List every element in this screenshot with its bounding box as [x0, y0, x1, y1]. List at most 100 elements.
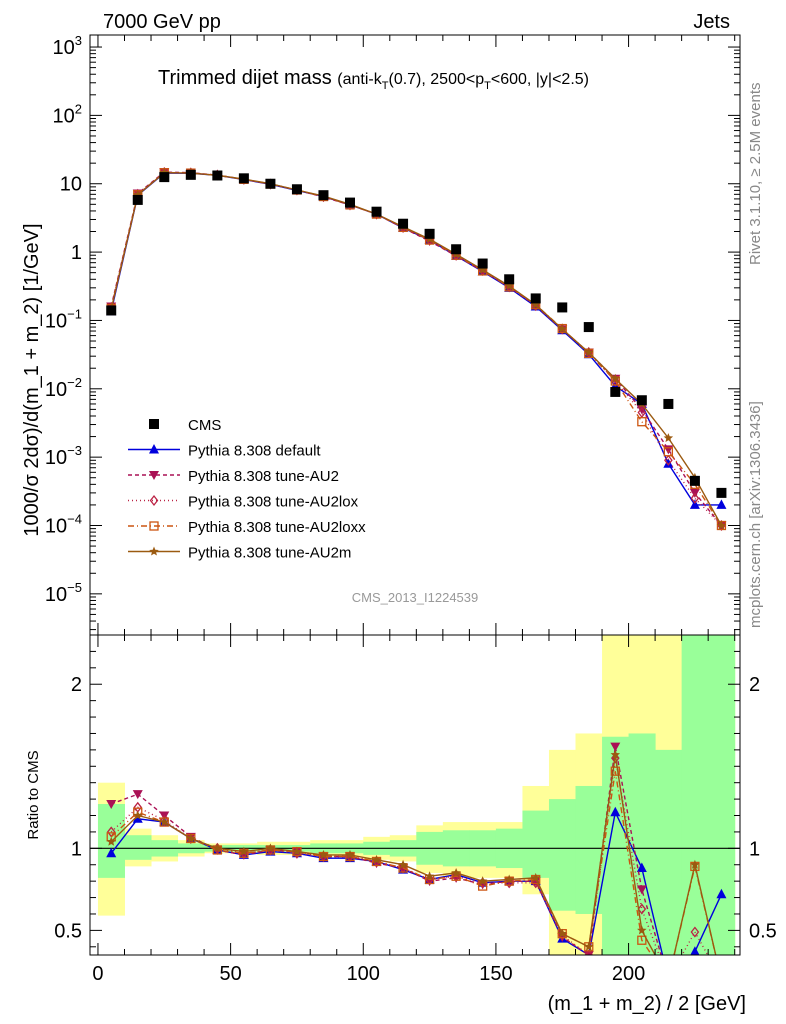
data-point	[424, 228, 435, 239]
ratio-point	[133, 810, 143, 820]
ratio-line	[110, 754, 717, 955]
legend: CMS Pythia 8.308 default Pythia 8.308 tune…	[128, 417, 366, 562]
ratio-y-tick-label: 2	[71, 674, 82, 696]
ratio-point	[106, 836, 116, 846]
data-point	[716, 520, 727, 530]
data-point	[106, 305, 117, 316]
legend-marker	[149, 494, 159, 507]
main-panel: 10−5 10−4 10−3 10−2 10−1 1 10 102 103 CMS Pythia …	[45, 33, 741, 636]
data-point	[557, 302, 568, 313]
header-right: Jets	[693, 11, 730, 33]
data-point	[716, 499, 727, 509]
data-point	[716, 487, 727, 498]
data-point	[637, 406, 647, 419]
chart-title: Trimmed dijet mass (anti-kT(0.7), 2500<p…	[158, 67, 589, 92]
ratio-point	[637, 935, 647, 945]
mcplots-label: mcplots.cern.ch [arXiv:1306.3436]	[747, 401, 764, 628]
y-tick-label: 10−5	[45, 580, 82, 606]
data-point	[664, 454, 673, 466]
ratio-point	[610, 749, 621, 759]
y-tick-label: 103	[53, 33, 82, 59]
ratio-point	[239, 846, 249, 856]
band-bin	[602, 736, 630, 955]
legend-item: Pythia 8.308 tune-AU2lox	[128, 494, 359, 511]
data-point	[318, 190, 329, 201]
legend-label: Pythia 8.308 tune-AU2lox	[188, 494, 359, 511]
data-point	[663, 398, 674, 409]
data-point	[504, 274, 515, 285]
series-cms	[106, 169, 727, 498]
data-point	[185, 169, 196, 180]
legend-label: Pythia 8.308 tune-AU2loxx	[188, 519, 366, 536]
data-point	[371, 206, 382, 217]
x-tick-label: 200	[612, 963, 645, 985]
band-bin	[522, 810, 550, 878]
ratio-panel: 0.5 0.5 1 1 2 2 0 50 100 150 200	[54, 634, 777, 985]
ratio-point	[584, 949, 594, 955]
ratio-frame	[89, 634, 741, 956]
band-bin	[575, 785, 603, 914]
data-point	[610, 386, 621, 397]
ratio-y-tick-label-right: 0.5	[749, 920, 777, 942]
data-point	[133, 189, 143, 199]
data-point	[504, 280, 514, 290]
data-point	[159, 172, 170, 183]
y-tick-label: 10−1	[45, 306, 82, 332]
data-point	[291, 184, 302, 195]
data-point	[238, 173, 249, 184]
data-point	[265, 178, 276, 189]
legend-marker	[149, 471, 159, 480]
band-bin	[708, 635, 736, 955]
legend-item: Pythia 8.308 tune-AU2m	[128, 545, 351, 562]
legend-item: Pythia 8.308 tune-AU2loxx	[128, 519, 366, 536]
ratio-y-axis-label: Ratio to CMS	[25, 750, 42, 839]
data-point	[398, 218, 409, 229]
y-tick-label: 102	[53, 101, 82, 127]
x-tick-label: 150	[479, 963, 512, 985]
rivet-label: Rivet 3.1.10, ≥ 2.5M events	[747, 83, 764, 266]
band-bin	[124, 835, 152, 860]
data-point	[451, 244, 462, 255]
ratio-point	[690, 946, 700, 955]
band-bin	[548, 799, 577, 911]
ratio-y-tick-label-right: 2	[749, 674, 760, 696]
data-point	[689, 475, 700, 486]
ratio-series-4	[106, 766, 717, 955]
data-point	[212, 170, 223, 181]
ratio-point	[637, 903, 647, 915]
data-point	[610, 373, 621, 383]
legend-label: Pythia 8.308 tune-AU2	[188, 468, 339, 485]
ratio-point	[345, 849, 355, 859]
ratio-point	[690, 926, 700, 938]
legend-label: CMS	[188, 417, 221, 434]
legend-marker	[149, 444, 159, 454]
ratio-point	[265, 843, 276, 853]
data-point	[477, 264, 488, 274]
ratio-point	[690, 859, 700, 869]
ratio-point	[132, 790, 143, 800]
ratio-point	[557, 928, 567, 938]
ratio-point	[398, 859, 408, 869]
ratio-point	[371, 854, 382, 864]
ratio-point	[424, 871, 435, 881]
data-point	[637, 417, 647, 427]
band-bin	[655, 749, 683, 955]
data-point	[345, 197, 355, 208]
ratio-point	[212, 843, 223, 853]
ratio-point	[318, 849, 329, 859]
legend-item: Pythia 8.308 default	[128, 443, 321, 460]
ratio-point	[159, 814, 169, 826]
y-tick-label: 10−2	[45, 375, 82, 401]
x-tick-label: 100	[347, 963, 380, 985]
legend-marker	[149, 546, 159, 556]
ratio-point	[106, 800, 117, 810]
x-axis-label: (m_1 + m_2) / 2 [GeV]	[548, 993, 746, 1015]
ratio-y-tick-label: 1	[71, 838, 82, 860]
ratio-point	[504, 874, 514, 884]
legend-label: Pythia 8.308 default	[188, 443, 321, 460]
ratio-point	[610, 742, 621, 752]
data-point	[663, 433, 674, 443]
ratio-series-5	[106, 749, 717, 955]
legend-item: Pythia 8.308 tune-AU2	[128, 468, 339, 485]
data-point	[690, 492, 700, 504]
